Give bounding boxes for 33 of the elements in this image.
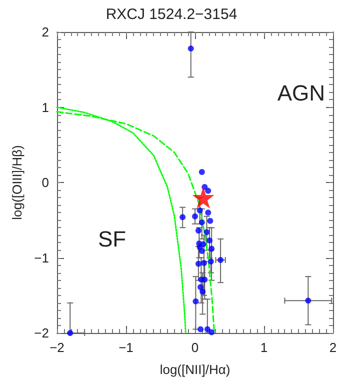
point <box>198 219 205 226</box>
point <box>202 276 208 283</box>
point <box>196 207 203 214</box>
point <box>207 218 214 224</box>
x-tick-label: −1 <box>118 340 134 355</box>
point <box>218 257 224 264</box>
point <box>198 168 205 175</box>
y-tick-label: −1 <box>34 250 49 266</box>
point <box>205 188 212 194</box>
y-tick-label: 0 <box>42 175 49 190</box>
x-axis-title: log([NII]/Hα) <box>160 362 230 377</box>
point <box>208 329 215 336</box>
point <box>192 186 214 209</box>
point <box>180 214 186 220</box>
point <box>206 237 212 244</box>
annotation: SF <box>98 226 126 252</box>
chart-title: RXCJ 1524.2−3154 <box>106 6 238 23</box>
point <box>305 298 312 304</box>
point <box>192 298 199 304</box>
point <box>195 260 202 267</box>
point <box>204 229 210 236</box>
point <box>192 213 198 220</box>
annotation: AGN <box>277 80 326 106</box>
y-tick-label: 2 <box>42 24 49 40</box>
y-axis-title: log([OIII]/Hβ) <box>9 145 24 220</box>
point <box>188 46 194 52</box>
y-tick-label: −2 <box>34 326 49 340</box>
x-tick-label: 2 <box>329 340 337 355</box>
x-tick-label: 0 <box>191 340 199 355</box>
point <box>198 284 204 290</box>
x-tick-label: 1 <box>260 340 268 355</box>
y-tick-label: 1 <box>42 100 49 115</box>
point <box>198 326 204 332</box>
